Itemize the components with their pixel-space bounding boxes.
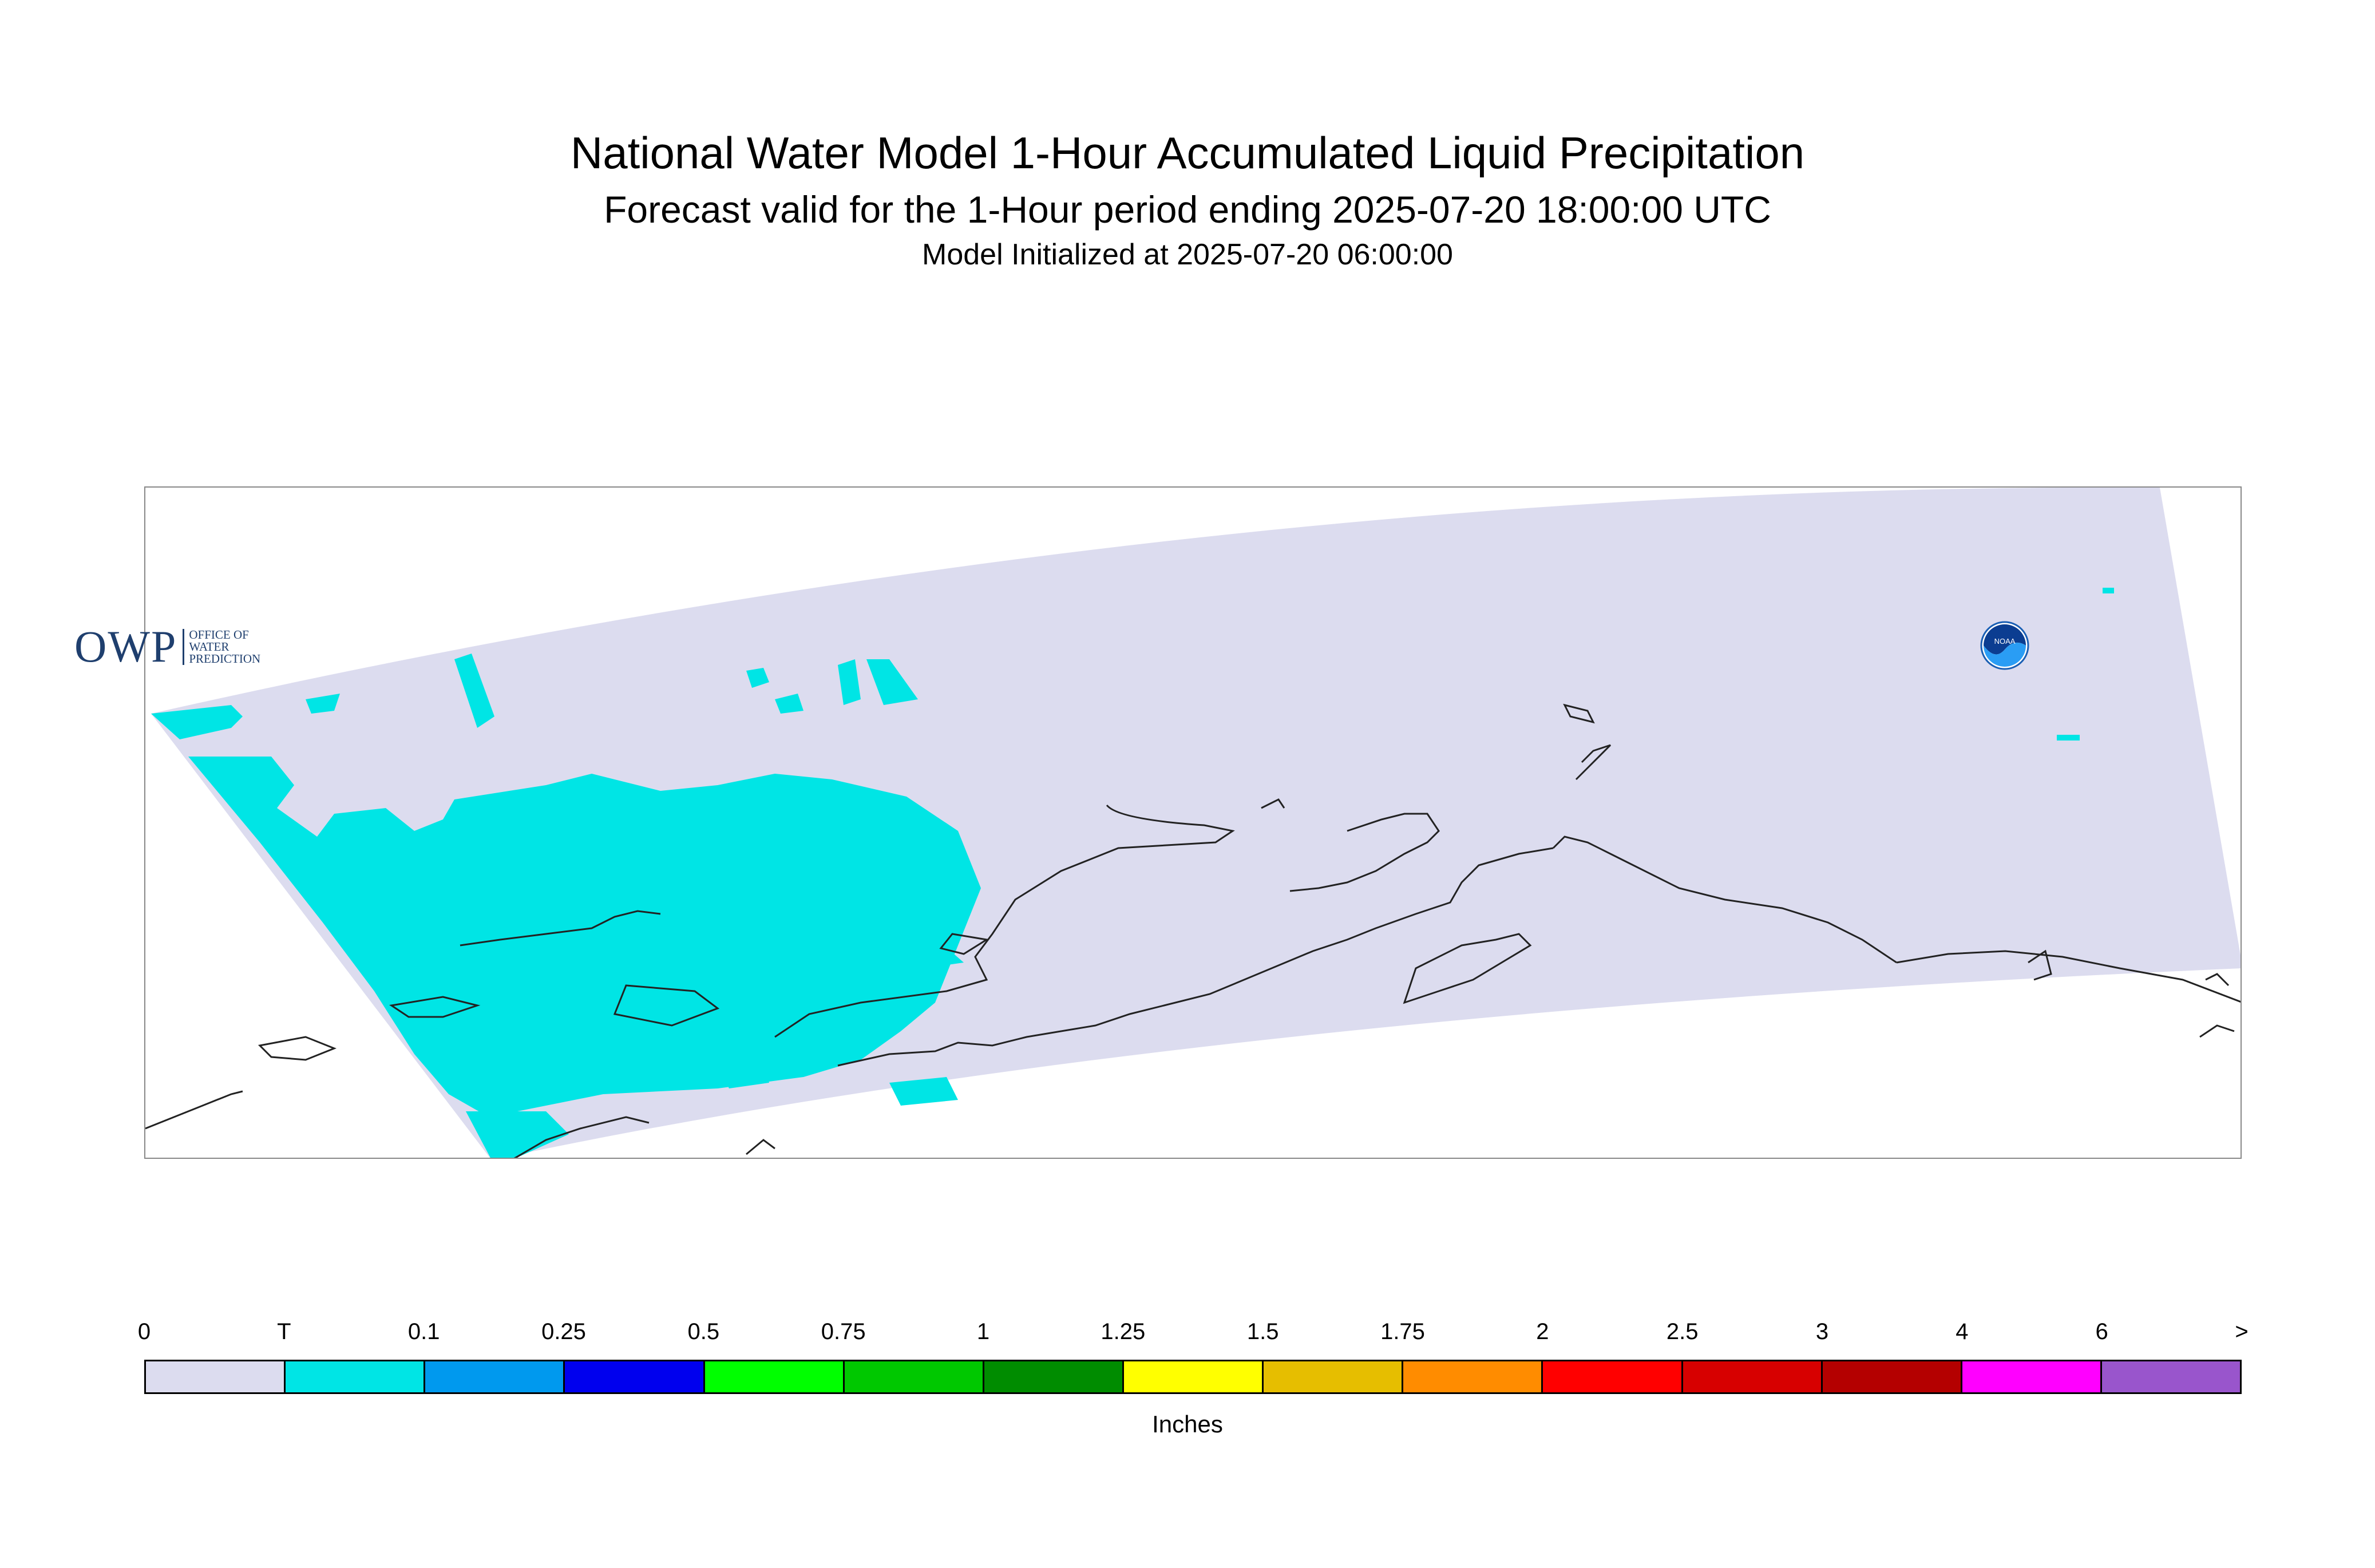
legend-tick-label: 4 <box>1956 1319 1969 1344</box>
legend-tick-labels: 0 T 0.1 0.25 0.5 0.75 1 1.25 1.5 1.75 2 2.5 3 4 6 > <box>0 1319 2375 1353</box>
legend-swatch <box>844 1361 984 1392</box>
legend-tick-label: 1 <box>976 1319 990 1344</box>
legend-swatch <box>146 1361 286 1392</box>
legend-swatch <box>1403 1361 1543 1392</box>
legend-swatch <box>1683 1361 1823 1392</box>
map-title: National Water Model 1-Hour Accumulated … <box>570 128 1805 178</box>
legend-tick-label: T <box>277 1319 291 1344</box>
owp-logo-line2: WATER <box>189 639 229 654</box>
legend-tick-label: 1.5 <box>1246 1319 1279 1344</box>
legend-tick-label: 2.5 <box>1666 1319 1699 1344</box>
legend-swatch <box>565 1361 705 1392</box>
owp-logo-subtitle: OFFICE OF WATER PREDICTION <box>183 627 261 666</box>
legend-units-label: Inches <box>1152 1411 1223 1438</box>
legend-swatch <box>704 1361 845 1392</box>
owp-logo-line3: PREDICTION <box>189 651 261 666</box>
legend-swatch <box>1962 1361 2102 1392</box>
legend-tick-label: 2 <box>1536 1319 1549 1344</box>
legend-tick-label: 1.25 <box>1101 1319 1146 1344</box>
legend-swatch <box>1822 1361 1962 1392</box>
legend-tick-label: 0.1 <box>407 1319 440 1344</box>
legend-tick-label: 6 <box>2095 1319 2108 1344</box>
legend-swatch <box>1543 1361 1683 1392</box>
precipitation-map <box>144 486 2242 1159</box>
owp-logo-letters: OWP <box>74 621 177 671</box>
noaa-logo-text: NOAA <box>1994 637 2016 646</box>
trace-precip-areas <box>151 588 2114 1158</box>
legend-colorbar <box>144 1360 2242 1394</box>
legend-tick-label: 1.75 <box>1380 1319 1425 1344</box>
coastlines <box>145 703 2241 1158</box>
owp-logo-line1: OFFICE OF <box>189 627 249 642</box>
legend-swatch <box>984 1361 1124 1392</box>
legend-tick-label: 0.5 <box>687 1319 720 1344</box>
legend-tick-label: > <box>2235 1319 2249 1344</box>
legend-tick-label: 3 <box>1815 1319 1829 1344</box>
model-init-label: Model Initialized at 2025-07-20 06:00:00 <box>922 238 1453 271</box>
noaa-logo: NOAA <box>1980 621 2029 670</box>
legend-tick-label: 0.75 <box>821 1319 866 1344</box>
map-canvas <box>145 488 2241 1158</box>
legend-tick-label: 0.25 <box>541 1319 586 1344</box>
legend-swatch <box>1123 1361 1264 1392</box>
legend-swatch <box>2101 1361 2241 1392</box>
owp-logo: OWP OFFICE OF WATER PREDICTION <box>74 621 260 672</box>
legend-swatch <box>425 1361 565 1392</box>
legend-tick-label: 0 <box>137 1319 151 1344</box>
forecast-valid-subtitle: Forecast valid for the 1-Hour period end… <box>604 188 1771 231</box>
legend-swatch <box>1264 1361 1404 1392</box>
legend-swatch <box>286 1361 426 1392</box>
